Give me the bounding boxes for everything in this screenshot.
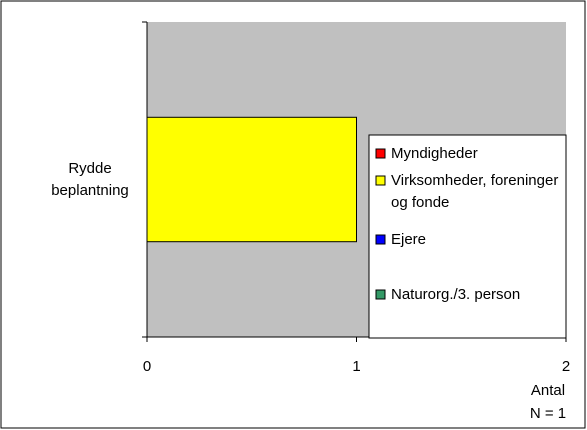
- legend-swatch: [375, 289, 386, 300]
- legend-swatch: [375, 175, 386, 186]
- legend-swatch: [375, 148, 386, 159]
- x-axis-label: Antal: [531, 382, 565, 399]
- legend-label: Ejere: [391, 231, 427, 248]
- bar: [146, 116, 357, 243]
- x-tick-label: 2: [562, 358, 570, 375]
- legend-label: Virksomheder, foreninger og fonde: [391, 172, 559, 211]
- x-tick-label: 0: [143, 358, 151, 375]
- x-tick-label: 1: [352, 358, 360, 375]
- legend-label: Myndigheder: [391, 145, 478, 162]
- legend-label: Naturorg./3. person: [391, 286, 521, 303]
- note: N = 1: [530, 405, 566, 422]
- y-tick-label: Rydde beplantning: [51, 159, 129, 199]
- legend-swatch: [375, 234, 386, 245]
- legend-box: [368, 134, 567, 339]
